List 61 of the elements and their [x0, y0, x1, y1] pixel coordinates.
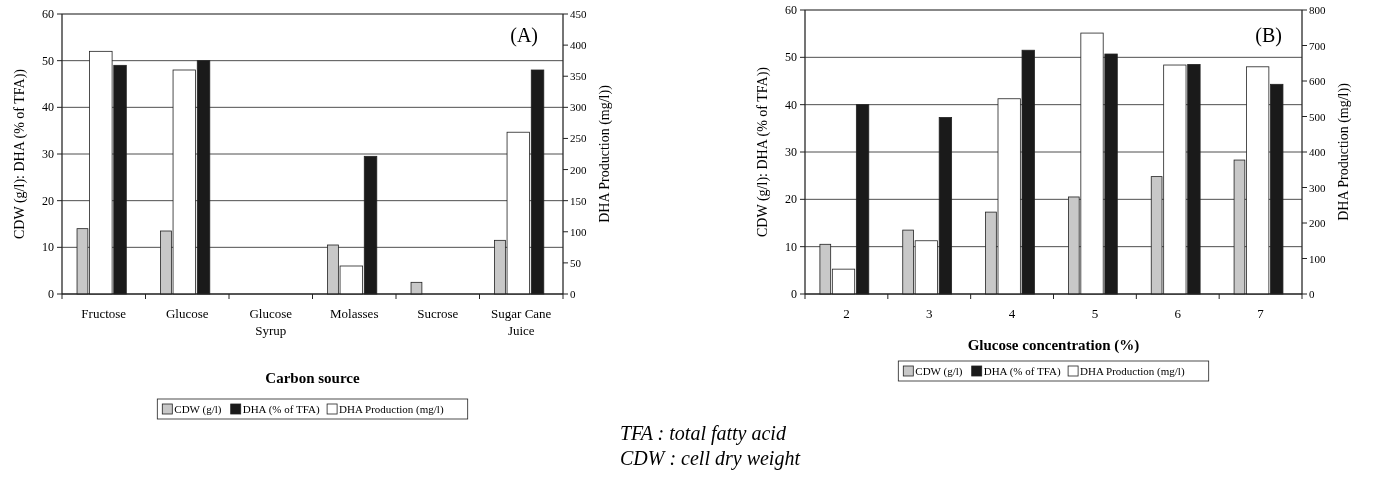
y2-tick-label: 300	[570, 101, 587, 114]
y2-tick-label: 100	[570, 225, 587, 238]
legend-label: CDW (g/l)	[174, 403, 222, 416]
y-tick-label: 60	[42, 7, 54, 21]
annotation: (B)	[1255, 24, 1282, 47]
y-axis-title: CDW (g/l): DHA (% of TFA))	[755, 66, 771, 237]
legend-label: DHA Production (mg/l)	[339, 403, 444, 416]
y-tick-label: 30	[42, 147, 54, 161]
y-tick-label: 0	[48, 287, 54, 301]
y-axis-title: CDW (g/l): DHA (% of TFA))	[12, 68, 28, 239]
x-tick-label: 4	[1008, 306, 1016, 321]
legend-label: DHA Production (mg/l)	[1080, 365, 1185, 378]
y2-tick-label: 400	[570, 39, 587, 52]
y2-tick-label: 400	[1309, 146, 1326, 158]
y-tick-label: 50	[42, 53, 54, 68]
legend-label: DHA (% of TFA)	[983, 365, 1061, 378]
y-tick-label: 40	[42, 100, 54, 115]
y-tick-label: 20	[785, 192, 797, 207]
legend-label: CDW (g/l)	[915, 365, 963, 378]
y2-tick-label: 50	[570, 256, 582, 269]
x-tick-label: Glucose	[165, 306, 209, 321]
y2-tick-label: 300	[1309, 181, 1326, 194]
x-tick-label: Sucrose	[417, 306, 459, 321]
y2-tick-label: 150	[570, 194, 587, 207]
y-tick-label: 10	[785, 239, 797, 254]
text: TFA : total fatty acid	[620, 422, 787, 445]
x-tick-label: Glucose Syrup	[249, 306, 293, 338]
y2-tick-label: 500	[1309, 110, 1326, 123]
x-tick-label: 5	[1091, 306, 1099, 321]
y-tick-label: 50	[785, 50, 797, 65]
y2-axis-title: DHA Production (mg/l))	[1336, 82, 1352, 221]
y2-tick-label: 700	[1309, 39, 1326, 52]
y-tick-label: 40	[785, 97, 797, 112]
annotation: (A)	[510, 24, 538, 47]
x-tick-label: Fructose	[81, 306, 127, 321]
legend-label: DHA (% of TFA)	[242, 403, 320, 416]
y-tick-label: 0	[791, 287, 797, 301]
y2-tick-label: 450	[570, 8, 587, 20]
y2-tick-label: 600	[1309, 75, 1326, 87]
y2-tick-label: 350	[570, 70, 587, 83]
y2-tick-label: 250	[570, 132, 587, 145]
y2-tick-label: 800	[1309, 4, 1326, 16]
x-tick-label: 3	[926, 306, 933, 321]
y2-tick-label: 200	[1309, 217, 1326, 229]
y-tick-label: 30	[785, 145, 797, 159]
y-tick-label: 10	[42, 240, 54, 255]
text: CDW : cell dry weight	[620, 447, 801, 470]
x-tick-label: Molasses	[330, 306, 379, 321]
y2-tick-label: 200	[570, 163, 587, 176]
y-tick-label: 20	[42, 193, 54, 208]
x-tick-label: 7	[1257, 306, 1265, 321]
x-axis-title: Glucose concentration (%)	[967, 337, 1140, 354]
x-tick-label: Sugar Cane Juice	[491, 306, 552, 338]
x-tick-label: 2	[843, 306, 850, 321]
y2-tick-label: 100	[1309, 252, 1326, 265]
x-tick-label: 6	[1174, 306, 1182, 321]
x-axis-title: Carbon source	[265, 370, 360, 386]
y2-axis-title: DHA Production (mg/l))	[597, 84, 613, 223]
y2-tick-label: 0	[570, 288, 576, 300]
y2-tick-label: 0	[1309, 288, 1315, 300]
y-tick-label: 60	[785, 3, 797, 17]
